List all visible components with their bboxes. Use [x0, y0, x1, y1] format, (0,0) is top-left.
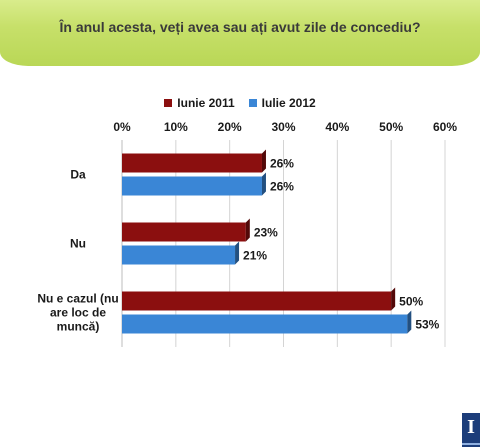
bar — [122, 291, 392, 311]
bar — [122, 245, 236, 265]
data-label: 21% — [243, 249, 267, 263]
bar-cap — [245, 218, 250, 242]
bar-highlight — [122, 222, 246, 226]
x-tick-label: 0% — [113, 120, 131, 134]
data-label: 50% — [399, 295, 423, 309]
x-tick-label: 40% — [325, 120, 349, 134]
bar-cap — [261, 172, 266, 196]
x-tick-label: 50% — [379, 120, 403, 134]
bar-highlight — [122, 245, 236, 249]
bar — [122, 314, 408, 334]
legend-label-series-2: Iulie 2012 — [261, 96, 316, 110]
category-label: are loc de — [50, 306, 106, 320]
brand-logo-letter: I — [467, 416, 475, 438]
x-tick-label: 10% — [164, 120, 188, 134]
bar-cap — [391, 287, 396, 311]
page-title: În anul acesta, veți avea sau ați avut z… — [59, 19, 421, 35]
data-label: 53% — [415, 318, 439, 332]
category-label: muncă) — [57, 320, 100, 334]
legend-swatch-series-2 — [248, 99, 257, 107]
data-label: 23% — [254, 226, 278, 240]
bar-cap — [407, 310, 412, 334]
legend-label-series-1: Iunie 2011 — [177, 96, 235, 110]
data-label: 26% — [270, 180, 294, 194]
bar-highlight — [122, 176, 262, 180]
brand-logo: I — [462, 413, 480, 447]
x-tick-label: 30% — [271, 120, 295, 134]
legend-swatch-series-1 — [164, 99, 173, 107]
chart-legend: Iunie 2011 Iulie 2012 — [0, 95, 480, 111]
x-tick-label: 20% — [218, 120, 242, 134]
bar-highlight — [122, 314, 408, 318]
category-label: Da — [70, 168, 86, 182]
data-label: 26% — [270, 157, 294, 171]
bar-highlight — [122, 153, 262, 157]
brand-logo-stripe — [462, 443, 480, 445]
bar — [122, 153, 262, 173]
bar-highlight — [122, 291, 392, 295]
header-banner: În anul acesta, veți avea sau ați avut z… — [0, 0, 480, 66]
bar — [122, 222, 246, 242]
category-label: Nu — [70, 237, 86, 251]
legend-item-series-2: Iulie 2012 — [248, 96, 316, 110]
legend-item-series-1: Iunie 2011 — [164, 96, 235, 110]
bar-cap — [261, 149, 266, 173]
bar-cap — [235, 241, 240, 265]
bar — [122, 176, 262, 196]
category-label: Nu e cazul (nu — [37, 292, 118, 306]
x-tick-label: 60% — [433, 120, 457, 134]
